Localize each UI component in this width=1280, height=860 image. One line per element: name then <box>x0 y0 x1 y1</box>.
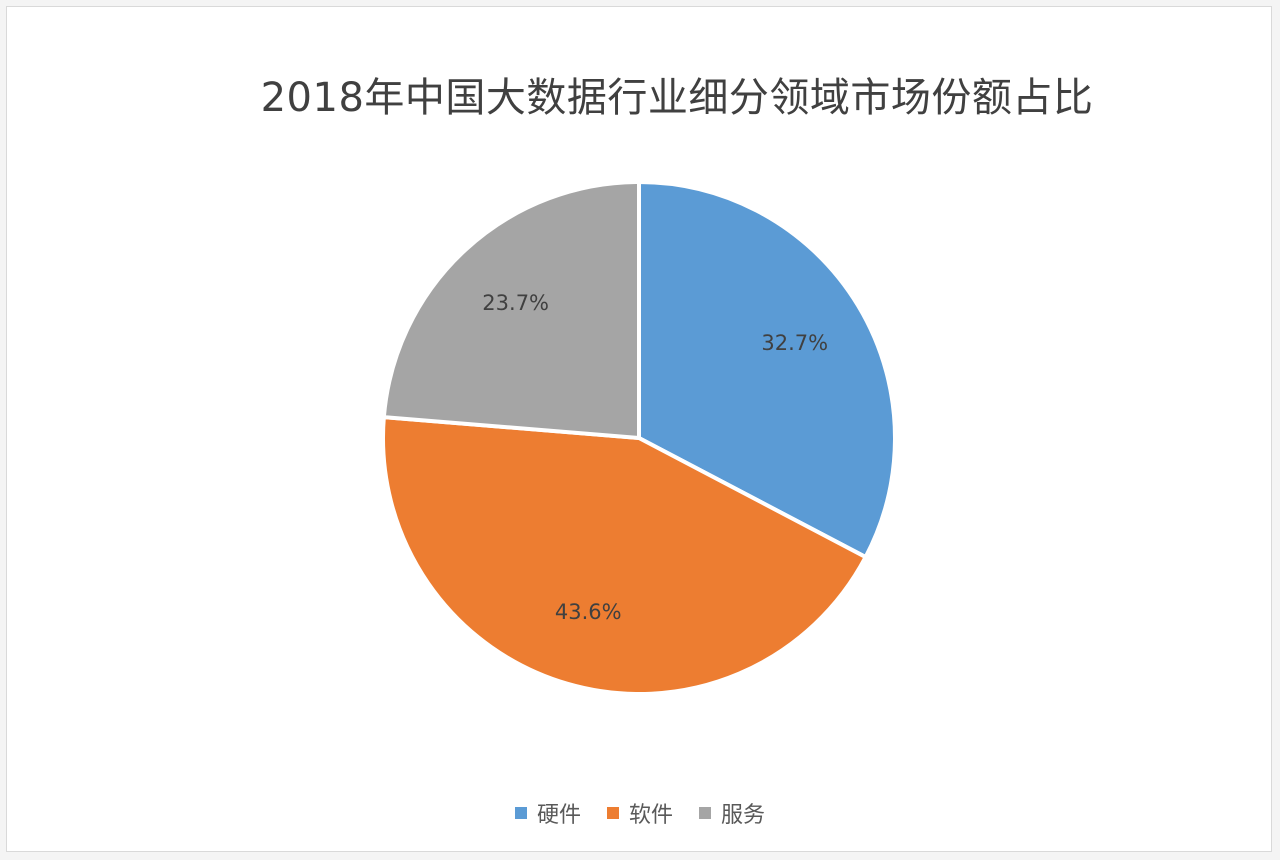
pie-slice-hardware[interactable] <box>637 180 897 560</box>
legend-label-software: 软件 <box>628 803 673 828</box>
data-label-software: 43.6% <box>555 600 622 624</box>
pie-chart: 32.7% 43.6% 23.7% <box>381 180 897 696</box>
legend: 硬件 软件 服务 <box>7 797 1273 829</box>
legend-item-hardware[interactable]: 硬件 <box>514 797 581 829</box>
legend-item-services[interactable]: 服务 <box>699 797 765 829</box>
data-label-hardware: 32.7% <box>761 331 828 355</box>
legend-swatch-services <box>699 807 711 819</box>
chart-frame: 2018年中国大数据行业细分领域市场份额占比 32.7% 43.6% 23.7% 硬… <box>6 6 1272 852</box>
chart-title: 2018年中国大数据行业细分领域市场份额占比 <box>260 75 1094 121</box>
legend-swatch-hardware <box>514 807 527 819</box>
pie-slice-software[interactable] <box>381 415 868 696</box>
pie-slice-services[interactable] <box>381 180 641 440</box>
legend-item-software[interactable]: 软件 <box>606 797 673 829</box>
legend-label-services: 服务 <box>721 803 766 828</box>
data-label-services: 23.7% <box>482 291 549 315</box>
legend-label-hardware: 硬件 <box>536 803 581 828</box>
legend-swatch-software <box>606 807 619 819</box>
